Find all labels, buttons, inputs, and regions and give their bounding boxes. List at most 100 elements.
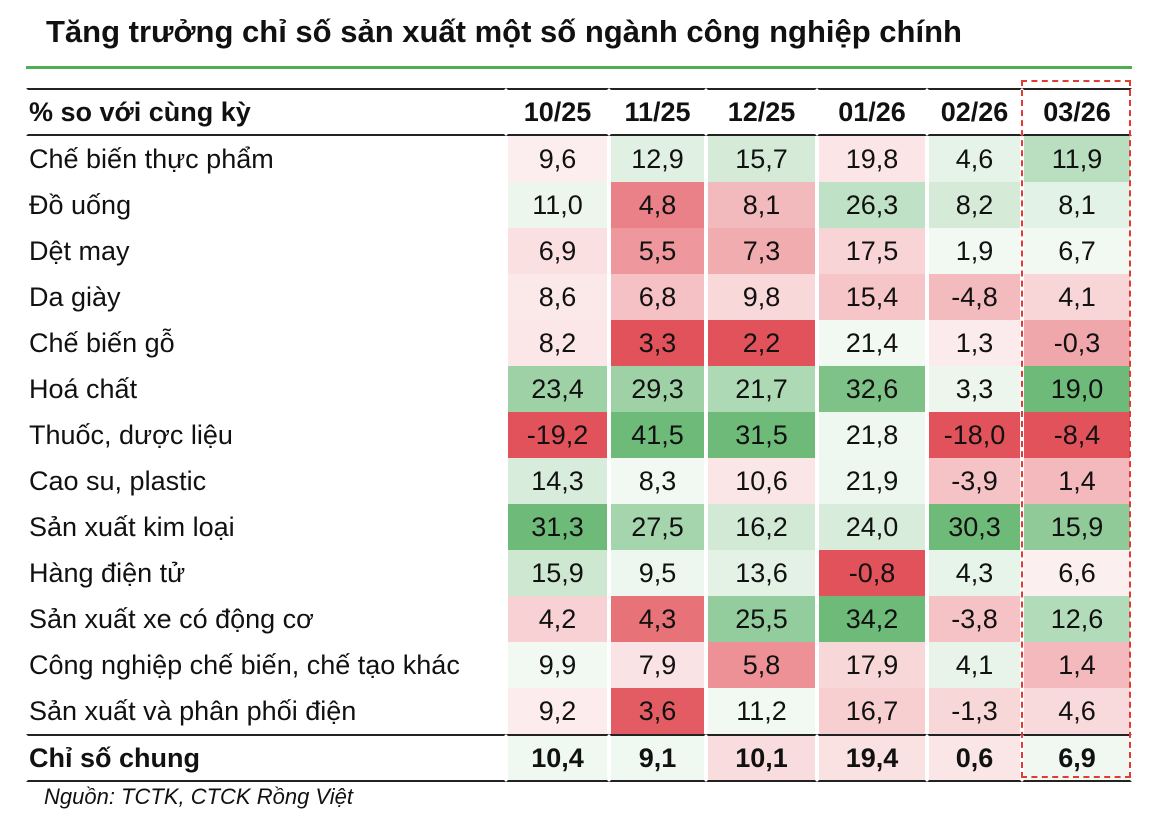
heat-cell: 0,6 xyxy=(927,734,1022,782)
heat-cell: 4,2 xyxy=(506,596,609,642)
heat-cell: 15,9 xyxy=(1022,504,1132,550)
column-header: 11/25 xyxy=(609,88,706,136)
heat-cell: 32,6 xyxy=(817,366,927,412)
table-row: Sản xuất kim loại 31,3 27,5 16,2 24,0 30,3 15,… xyxy=(26,504,1132,550)
source-note: Nguồn: TCTK, CTCK Rồng Việt xyxy=(44,784,353,809)
heat-cell: 6,6 xyxy=(1022,550,1132,596)
heat-cell: 2,2 xyxy=(706,320,817,366)
table-row: Công nghiệp chế biến, chế tạo khác 9,9 7,9… xyxy=(26,642,1132,688)
heat-cell: 8,6 xyxy=(506,274,609,320)
heat-cell: 6,9 xyxy=(506,228,609,274)
heat-cell: 8,1 xyxy=(1022,182,1132,228)
heat-cell: -18,0 xyxy=(927,412,1022,458)
heat-cell: 4,1 xyxy=(1022,274,1132,320)
header-row: % so với cùng kỳ 10/25 11/25 12/25 01/26… xyxy=(26,88,1132,136)
chart-title: Tăng trưởng chỉ số sản xuất một số ngành… xyxy=(46,14,962,49)
heat-cell: 16,7 xyxy=(817,688,927,734)
heat-cell: 21,7 xyxy=(706,366,817,412)
heat-cell: 1,3 xyxy=(927,320,1022,366)
row-label: Thuốc, dược liệu xyxy=(26,412,506,458)
heat-cell: 15,4 xyxy=(817,274,927,320)
column-header: 02/26 xyxy=(927,88,1022,136)
heat-cell: 13,6 xyxy=(706,550,817,596)
heat-cell: 4,6 xyxy=(927,136,1022,182)
row-label: Sản xuất và phân phối điện xyxy=(26,688,506,734)
heat-cell: 19,8 xyxy=(817,136,927,182)
title-rule xyxy=(26,66,1132,69)
heat-cell: 9,8 xyxy=(706,274,817,320)
heat-cell: 31,3 xyxy=(506,504,609,550)
heat-cell: 4,3 xyxy=(609,596,706,642)
heat-cell: 9,2 xyxy=(506,688,609,734)
heat-cell: 6,7 xyxy=(1022,228,1132,274)
row-label: Sản xuất kim loại xyxy=(26,504,506,550)
table-row: Cao su, plastic 14,3 8,3 10,6 21,9 -3,9 1,4 xyxy=(26,458,1132,504)
row-label: Dệt may xyxy=(26,228,506,274)
heat-cell: 15,9 xyxy=(506,550,609,596)
heat-cell: 12,9 xyxy=(609,136,706,182)
heat-cell: 24,0 xyxy=(817,504,927,550)
heat-cell: 19,4 xyxy=(817,734,927,782)
heat-cell: 3,3 xyxy=(927,366,1022,412)
heat-cell: 3,6 xyxy=(609,688,706,734)
heat-cell: 4,6 xyxy=(1022,688,1132,734)
table-row: Hoá chất 23,4 29,3 21,7 32,6 3,3 19,0 xyxy=(26,366,1132,412)
heat-cell: 11,0 xyxy=(506,182,609,228)
heat-cell: 34,2 xyxy=(817,596,927,642)
heat-cell: -1,3 xyxy=(927,688,1022,734)
heat-cell: 11,2 xyxy=(706,688,817,734)
heat-cell: 12,6 xyxy=(1022,596,1132,642)
heat-cell: 17,9 xyxy=(817,642,927,688)
row-label: Cao su, plastic xyxy=(26,458,506,504)
heat-cell: 8,3 xyxy=(609,458,706,504)
heat-cell: 25,5 xyxy=(706,596,817,642)
heat-cell: 8,2 xyxy=(506,320,609,366)
column-header: 03/26 xyxy=(1022,88,1132,136)
row-label: Hoá chất xyxy=(26,366,506,412)
table-row: Đồ uống 11,0 4,8 8,1 26,3 8,2 8,1 xyxy=(26,182,1132,228)
heat-cell: 6,8 xyxy=(609,274,706,320)
heat-cell: 10,1 xyxy=(706,734,817,782)
heat-cell: -19,2 xyxy=(506,412,609,458)
heat-cell: 10,6 xyxy=(706,458,817,504)
heat-cell: 6,9 xyxy=(1022,734,1132,782)
heatmap-table: % so với cùng kỳ 10/25 11/25 12/25 01/26… xyxy=(26,88,1132,782)
row-label: Hàng điện tử xyxy=(26,550,506,596)
heat-cell: 1,4 xyxy=(1022,642,1132,688)
heat-cell: 27,5 xyxy=(609,504,706,550)
total-row: Chỉ số chung 10,4 9,1 10,1 19,4 0,6 6,9 xyxy=(26,734,1132,782)
table-row: Chế biến gỗ 8,2 3,3 2,2 21,4 1,3 -0,3 xyxy=(26,320,1132,366)
heat-cell: 9,9 xyxy=(506,642,609,688)
heat-cell: 21,8 xyxy=(817,412,927,458)
heat-cell: 8,1 xyxy=(706,182,817,228)
row-label: Chế biến thực phẩm xyxy=(26,136,506,182)
heat-cell: 11,9 xyxy=(1022,136,1132,182)
heat-cell: 21,4 xyxy=(817,320,927,366)
heat-cell: 23,4 xyxy=(506,366,609,412)
heat-cell: 5,5 xyxy=(609,228,706,274)
table-row: Sản xuất xe có động cơ 4,2 4,3 25,5 34,2 -3,8… xyxy=(26,596,1132,642)
heat-cell: 19,0 xyxy=(1022,366,1132,412)
heat-cell: 41,5 xyxy=(609,412,706,458)
heat-cell: 4,1 xyxy=(927,642,1022,688)
heat-cell: 26,3 xyxy=(817,182,927,228)
heat-cell: 5,8 xyxy=(706,642,817,688)
table-row: Chế biến thực phẩm 9,6 12,9 15,7 19,8 4,6 11,9 xyxy=(26,136,1132,182)
heat-cell: 21,9 xyxy=(817,458,927,504)
heat-cell: 14,3 xyxy=(506,458,609,504)
heat-cell: -0,3 xyxy=(1022,320,1132,366)
heat-cell: 30,3 xyxy=(927,504,1022,550)
table-row: Hàng điện tử 15,9 9,5 13,6 -0,8 4,3 6,6 xyxy=(26,550,1132,596)
heat-cell: 9,5 xyxy=(609,550,706,596)
heat-cell: -4,8 xyxy=(927,274,1022,320)
heat-cell: 4,8 xyxy=(609,182,706,228)
table-row: Sản xuất và phân phối điện 9,2 3,6 11,2 16,7… xyxy=(26,688,1132,734)
heat-cell: 4,3 xyxy=(927,550,1022,596)
heat-cell: 9,6 xyxy=(506,136,609,182)
row-label: Công nghiệp chế biến, chế tạo khác xyxy=(26,642,506,688)
heat-cell: 8,2 xyxy=(927,182,1022,228)
heat-cell: 7,3 xyxy=(706,228,817,274)
heat-cell: 10,4 xyxy=(506,734,609,782)
heat-cell: 29,3 xyxy=(609,366,706,412)
heat-cell: -3,9 xyxy=(927,458,1022,504)
